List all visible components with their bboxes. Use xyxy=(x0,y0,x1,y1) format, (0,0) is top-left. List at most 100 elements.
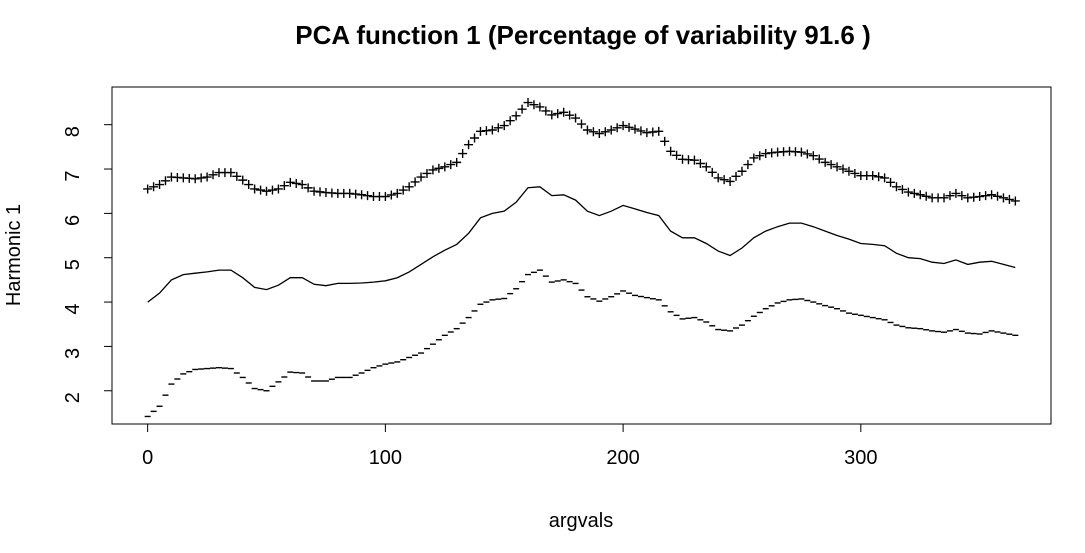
y-tick-label: 2 xyxy=(62,392,84,403)
plus-marker xyxy=(874,172,884,182)
plus-marker xyxy=(202,172,212,182)
y-tick-label: 4 xyxy=(62,303,84,314)
y-tick-label: 8 xyxy=(62,126,84,137)
x-tick-label: 200 xyxy=(606,447,639,469)
plus-marker xyxy=(832,162,842,172)
series-layer xyxy=(143,98,1020,418)
plus-marker xyxy=(517,104,527,114)
plus-marker xyxy=(529,100,539,110)
y-tick-label: 6 xyxy=(62,215,84,226)
plus-marker xyxy=(291,178,301,188)
plus-marker xyxy=(725,176,735,186)
plus-marker xyxy=(796,147,806,157)
plus-marker xyxy=(695,158,705,168)
plus-marker xyxy=(850,168,860,178)
plus-marker xyxy=(262,186,272,196)
x-tick-label: 0 xyxy=(142,447,153,469)
plus-marker xyxy=(600,127,610,137)
plus-marker xyxy=(511,111,521,121)
plus-marker xyxy=(464,140,474,150)
plus-marker xyxy=(921,191,931,201)
plus-marker xyxy=(190,174,200,184)
plus-marker xyxy=(505,116,515,126)
plus-marker xyxy=(422,168,432,178)
plus-marker xyxy=(755,151,765,161)
plus-marker xyxy=(541,106,551,116)
series-solid xyxy=(147,186,1016,303)
plus-marker xyxy=(565,110,575,120)
series-minus xyxy=(144,269,1019,418)
plus-marker xyxy=(886,177,896,187)
plus-marker xyxy=(410,177,420,187)
plus-marker xyxy=(155,180,165,190)
plus-marker xyxy=(814,154,824,164)
plus-marker xyxy=(232,171,242,181)
y-tick-label: 3 xyxy=(62,348,84,359)
plus-marker xyxy=(701,162,711,172)
plus-marker xyxy=(660,136,670,146)
plus-marker xyxy=(458,149,468,159)
plus-marker xyxy=(654,126,664,136)
plus-marker xyxy=(273,184,283,194)
x-axis-label: argvals xyxy=(549,510,613,532)
plus-marker xyxy=(672,150,682,160)
plus-marker xyxy=(487,125,497,135)
plus-marker xyxy=(987,190,997,200)
plus-marker xyxy=(357,190,367,200)
plus-marker xyxy=(737,166,747,176)
plus-marker xyxy=(143,184,153,194)
plus-marker xyxy=(624,122,634,132)
plus-marker xyxy=(452,157,462,167)
plus-marker xyxy=(392,188,402,198)
plus-marker xyxy=(981,191,991,201)
plus-marker xyxy=(707,167,717,177)
plus-marker xyxy=(160,176,170,186)
plus-marker xyxy=(553,109,563,119)
plus-marker xyxy=(868,171,878,181)
plus-marker xyxy=(713,173,723,183)
plus-marker xyxy=(226,168,236,178)
plus-marker xyxy=(493,123,503,133)
plus-marker xyxy=(250,184,260,194)
plus-marker xyxy=(897,184,907,194)
plus-marker xyxy=(802,149,812,159)
series-plus xyxy=(143,98,1020,206)
plus-marker xyxy=(582,125,592,135)
plus-marker xyxy=(749,153,759,163)
plus-marker xyxy=(363,191,373,201)
plus-marker xyxy=(303,183,313,193)
x-tick-label: 300 xyxy=(844,447,877,469)
plus-marker xyxy=(909,188,919,198)
x-tick-label: 100 xyxy=(369,447,402,469)
plus-marker xyxy=(577,119,586,129)
plus-marker xyxy=(208,170,218,180)
plus-marker xyxy=(636,126,646,136)
plus-marker xyxy=(666,146,676,156)
plus-marker xyxy=(470,133,480,143)
plus-marker xyxy=(1010,196,1020,206)
chart-title: PCA function 1 (Percentage of variabilit… xyxy=(295,20,871,50)
plus-marker xyxy=(903,187,913,197)
plus-marker xyxy=(838,164,848,174)
plot-frame xyxy=(111,86,1052,425)
plus-marker xyxy=(196,173,206,183)
plus-marker xyxy=(428,165,438,175)
plus-marker xyxy=(826,160,836,170)
plus-marker xyxy=(820,157,830,167)
plus-marker xyxy=(285,177,295,187)
plus-marker xyxy=(618,121,628,131)
plus-marker xyxy=(689,155,699,165)
plus-marker xyxy=(386,190,396,200)
plus-marker xyxy=(547,110,557,120)
mean-line xyxy=(147,186,1016,303)
plus-marker xyxy=(297,180,307,190)
plus-marker xyxy=(434,163,444,173)
plus-marker xyxy=(535,102,545,112)
plus-marker xyxy=(891,182,901,192)
y-axis-label: Harmonic 1 xyxy=(3,204,25,306)
plus-marker xyxy=(719,175,729,185)
plus-marker xyxy=(446,160,456,170)
plus-marker xyxy=(416,172,426,182)
plus-marker xyxy=(238,175,248,185)
plus-marker xyxy=(588,127,598,137)
